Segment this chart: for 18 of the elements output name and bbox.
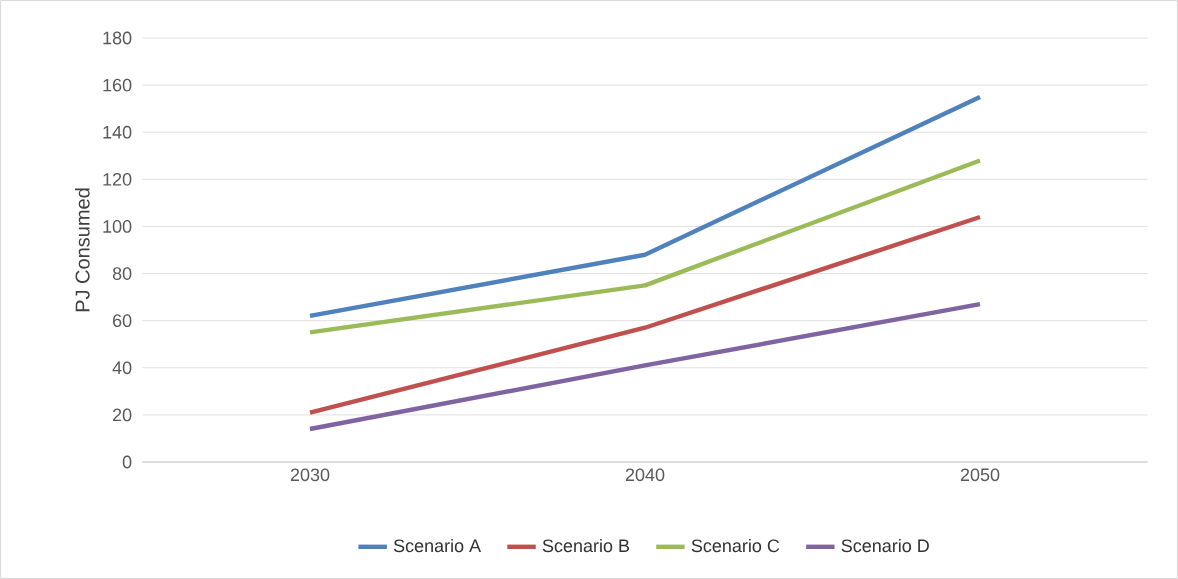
legend-label: Scenario A: [393, 538, 482, 553]
x-tick-label: 2050: [960, 468, 1000, 482]
y-axis-title: PJ Consumed: [74, 188, 90, 312]
y-tick-label: 100: [103, 220, 132, 233]
y-tick-label: 40: [112, 361, 132, 375]
y-tick-label: 20: [112, 408, 132, 422]
y-tick-label: 60: [112, 314, 132, 328]
y-tick-label: 120: [103, 172, 132, 186]
y-tick-label: 160: [103, 78, 132, 92]
y-tick-label: 140: [103, 125, 132, 139]
legend-label: Scenario B: [542, 538, 630, 553]
legend-label: Scenario D: [841, 538, 929, 553]
x-tick-label: 2030: [290, 468, 330, 482]
legend-label: Scenario C: [691, 538, 780, 553]
x-tick-label: 2040: [625, 468, 665, 482]
y-tick-label: 180: [103, 31, 132, 45]
y-tick-label: 80: [112, 267, 132, 280]
y-tick-label: 0: [122, 455, 132, 469]
